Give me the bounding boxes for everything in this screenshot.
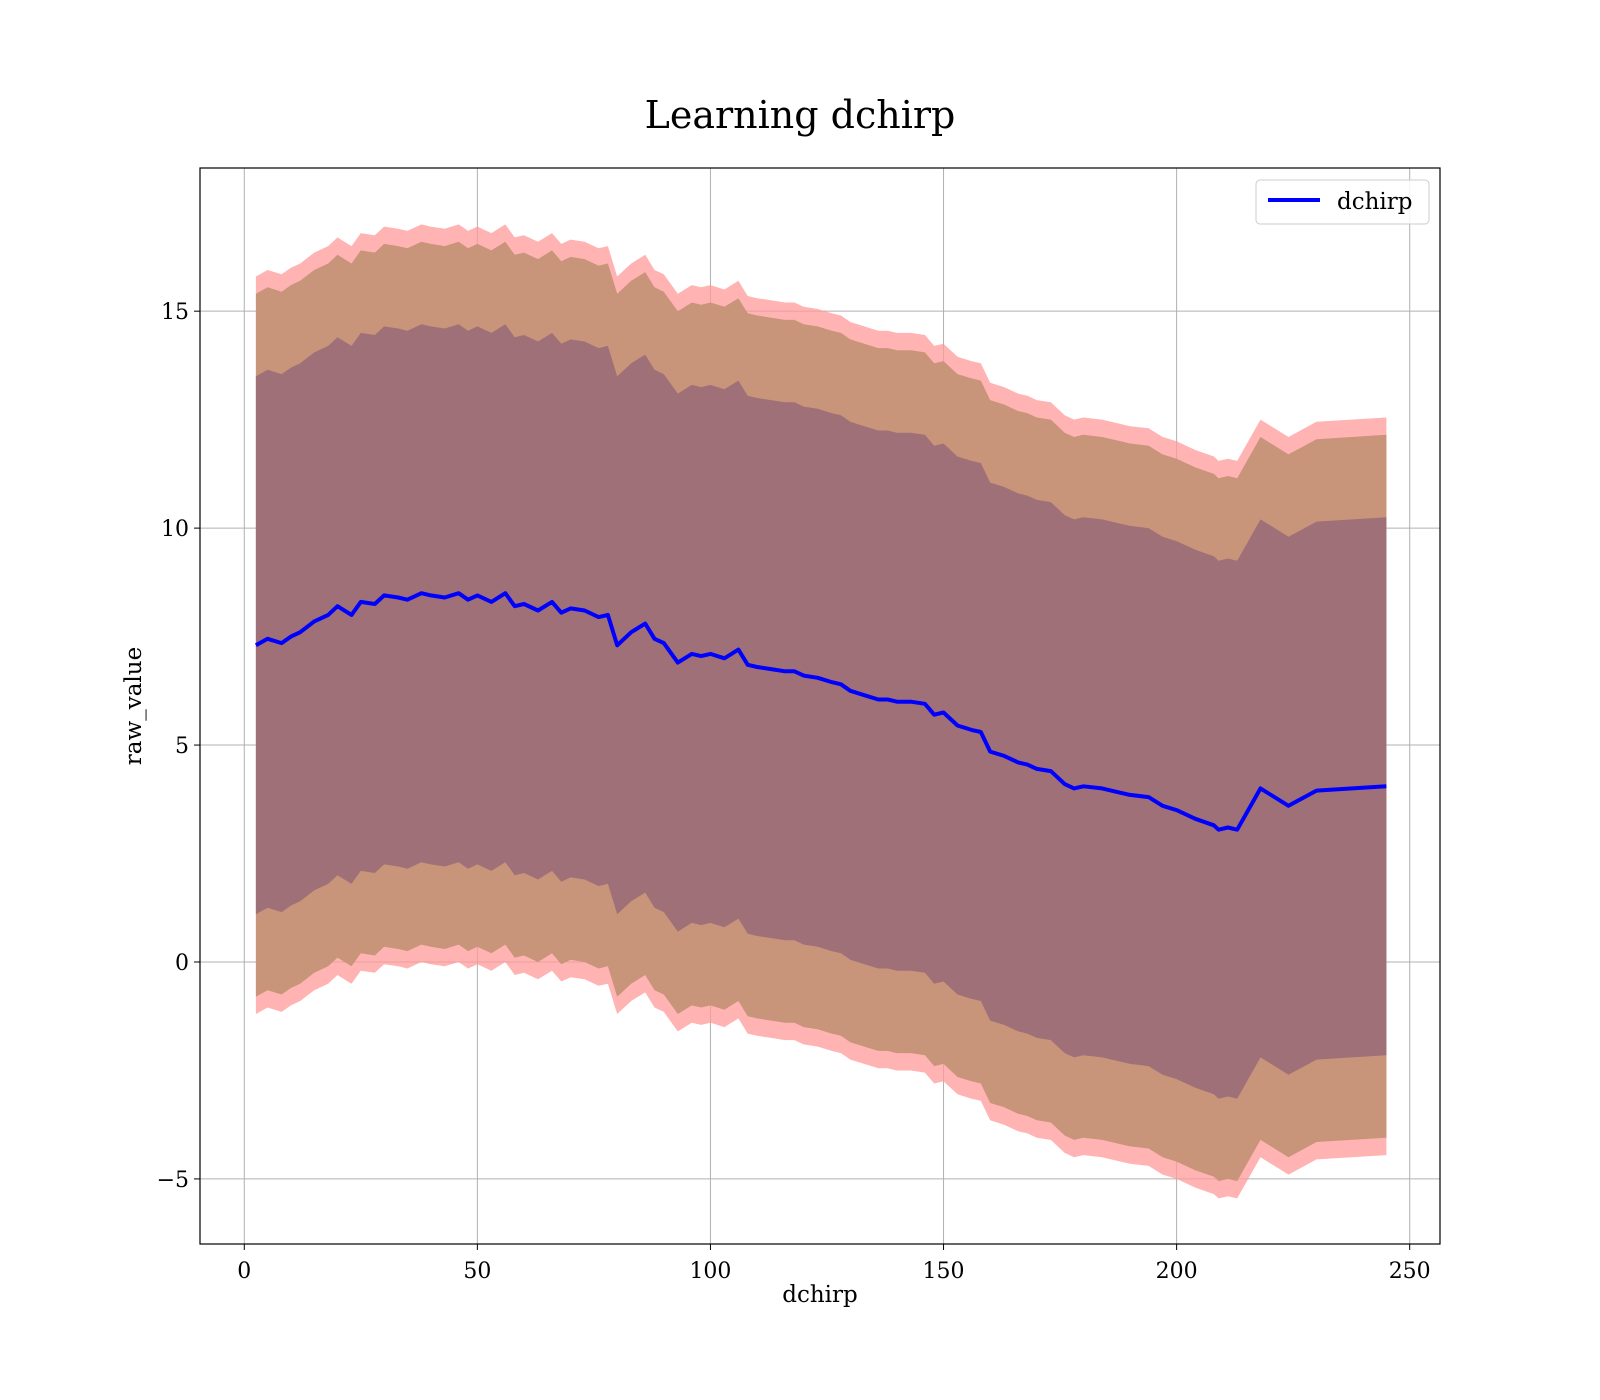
x-tick-label: 250 [1389, 1259, 1431, 1284]
y-tick-label: 15 [161, 300, 189, 325]
confidence-bands [255, 224, 1387, 1199]
y-tick-label: 0 [175, 951, 189, 976]
y-tick-label: 10 [161, 517, 189, 542]
series-line-dchirp [254, 591, 1387, 832]
x-axis-label: dchirp [782, 1282, 858, 1308]
plot-frame [199, 167, 1441, 1245]
y-axis-label: raw_value [121, 647, 147, 765]
y-tick-label: −5 [157, 1168, 189, 1193]
legend: dchirp [1255, 179, 1430, 225]
chart-title: Learning dchirp [645, 93, 956, 137]
y-tick-label: 5 [175, 734, 189, 759]
x-tick-label: 150 [923, 1259, 965, 1284]
axis-ticks: 0 50 100 150 200 250 −5 0 5 10 15 [157, 300, 1431, 1284]
x-tick-label: 0 [237, 1259, 251, 1284]
band-inner [255, 324, 1387, 1099]
legend-box [1255, 179, 1430, 225]
legend-entry-dchirp: dchirp [1337, 189, 1413, 215]
x-tick-label: 200 [1156, 1259, 1198, 1284]
series-lines [254, 591, 1387, 832]
x-tick-label: 50 [463, 1259, 491, 1284]
x-tick-label: 100 [689, 1259, 731, 1284]
